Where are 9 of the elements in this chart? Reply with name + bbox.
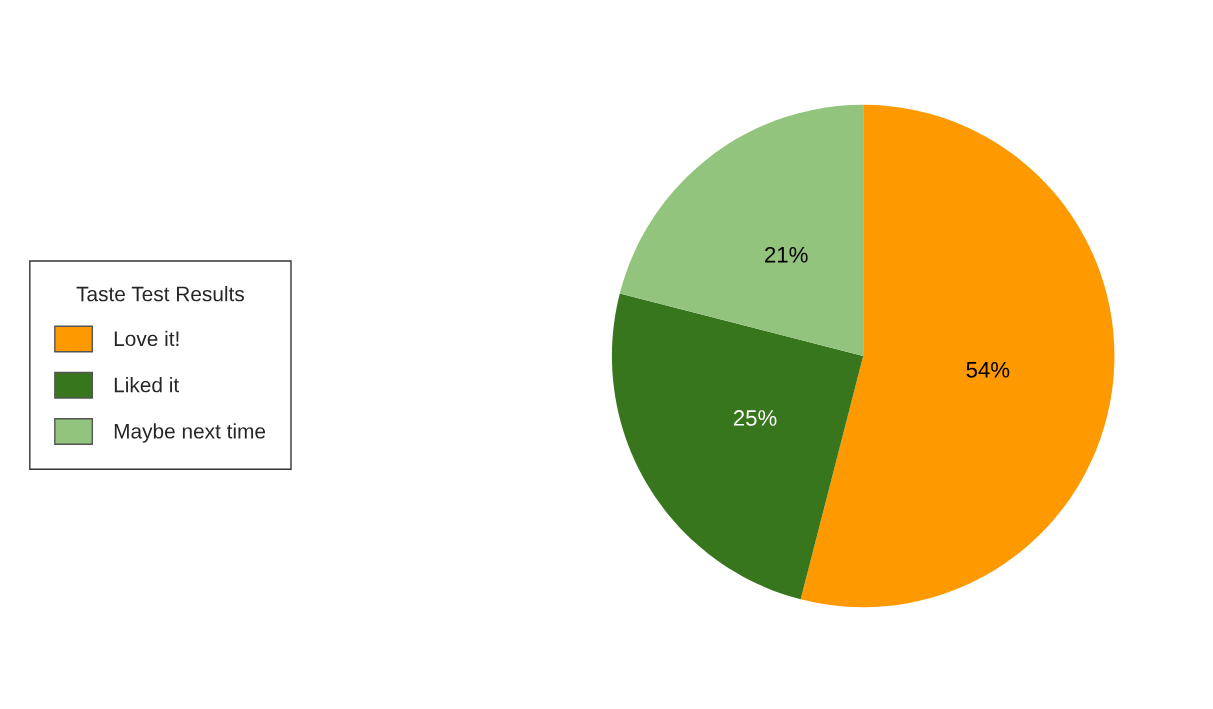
- data-label: 54%: [966, 361, 1010, 378]
- legend-label: Liked it: [114, 377, 180, 393]
- pie-slice: [619, 104, 864, 356]
- data-label: 25%: [733, 410, 777, 426]
- data-label: 21%: [765, 246, 808, 263]
- legend-label: Love it!: [114, 330, 179, 347]
- legend-label: Maybe next time: [114, 423, 266, 443]
- pie-slice: [611, 293, 864, 600]
- legend-title: Taste Test Results: [76, 286, 244, 302]
